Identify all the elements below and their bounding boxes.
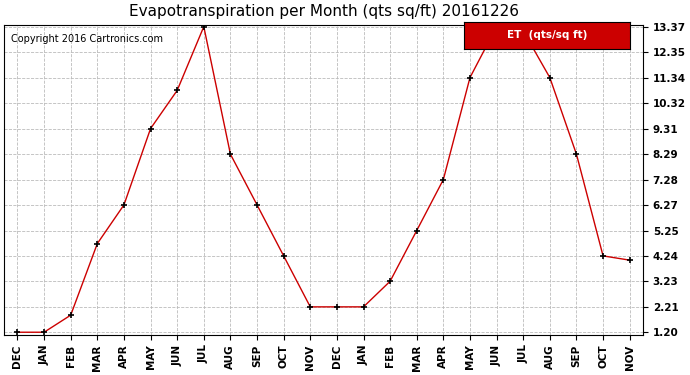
Text: Copyright 2016 Cartronics.com: Copyright 2016 Cartronics.com xyxy=(10,34,163,44)
Title: Evapotranspiration per Month (qts sq/ft) 20161226: Evapotranspiration per Month (qts sq/ft)… xyxy=(128,4,519,19)
